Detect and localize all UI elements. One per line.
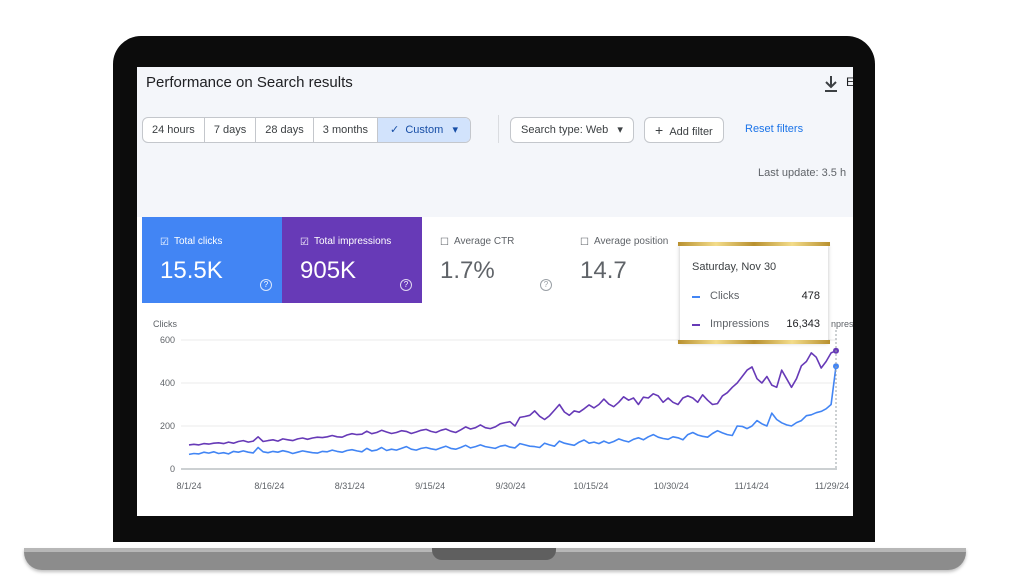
x-tick-label: 11/14/24 bbox=[734, 481, 768, 491]
average-ctr-card[interactable]: ☐ Average CTR 1.7% ? bbox=[422, 217, 563, 303]
y-tick-label: 400 bbox=[160, 378, 175, 388]
card-label: Total impressions bbox=[314, 236, 392, 247]
x-tick-label: 8/16/24 bbox=[254, 481, 284, 491]
card-value: 14.7 bbox=[580, 257, 627, 284]
screen: Performance on Search results E 24 hours… bbox=[137, 67, 853, 516]
x-tick-label: 8/31/24 bbox=[335, 481, 365, 491]
help-icon[interactable]: ? bbox=[260, 279, 272, 291]
checkbox-checked-icon[interactable]: ☑ bbox=[160, 237, 169, 248]
custom-label: Custom bbox=[405, 124, 444, 136]
card-label: Average CTR bbox=[454, 236, 515, 247]
add-filter-button[interactable]: + Add filter bbox=[644, 117, 724, 143]
x-tick-label: 9/15/24 bbox=[415, 481, 445, 491]
page-title: Performance on Search results bbox=[146, 74, 353, 91]
range-custom-button[interactable]: ✓ Custom ▾ bbox=[378, 118, 470, 142]
download-icon[interactable] bbox=[823, 75, 839, 93]
checkbox-checked-icon[interactable]: ☑ bbox=[300, 237, 309, 248]
total-impressions-card[interactable]: ☑ Total impressions 905K ? bbox=[282, 217, 422, 303]
tooltip-series-name: Clicks bbox=[710, 290, 740, 302]
tooltip-gold-border bbox=[678, 242, 830, 246]
range-3-months-button[interactable]: 3 months bbox=[314, 118, 379, 142]
card-label: Average position bbox=[594, 236, 669, 247]
x-tick-label: 8/1/24 bbox=[176, 481, 201, 491]
help-icon[interactable]: ? bbox=[540, 279, 552, 291]
range-28-days-button[interactable]: 28 days bbox=[256, 118, 314, 142]
x-tick-label: 10/15/24 bbox=[573, 481, 608, 491]
last-update-text: Last update: 3.5 h bbox=[758, 167, 847, 179]
card-value: 1.7% bbox=[440, 257, 495, 284]
search-type-label: Search type: Web bbox=[521, 124, 609, 136]
card-value: 905K bbox=[300, 257, 357, 284]
export-label[interactable]: E bbox=[846, 75, 853, 89]
y-tick-label: 200 bbox=[160, 421, 175, 431]
series-line-impressions bbox=[188, 350, 837, 446]
tooltip-series-value: 478 bbox=[801, 290, 820, 302]
chart-tooltip: Saturday, Nov 30 Clicks 478 Impressions … bbox=[678, 242, 830, 344]
x-tick-label: 9/30/24 bbox=[495, 481, 525, 491]
add-filter-label: Add filter bbox=[669, 126, 713, 138]
tooltip-date: Saturday, Nov 30 bbox=[692, 261, 777, 273]
check-icon: ✓ bbox=[390, 124, 400, 136]
average-position-card[interactable]: ☐ Average position 14.7 bbox=[562, 217, 702, 303]
card-value: 15.5K bbox=[160, 257, 223, 284]
tooltip-series-value: 16,343 bbox=[786, 318, 820, 330]
tooltip-series-name: Impressions bbox=[710, 318, 770, 330]
checkbox-unchecked-icon[interactable]: ☐ bbox=[580, 237, 589, 248]
clicks-swatch bbox=[692, 296, 700, 298]
total-clicks-card[interactable]: ☑ Total clicks 15.5K ? bbox=[142, 217, 282, 303]
card-label: Total clicks bbox=[174, 236, 223, 247]
help-icon[interactable]: ? bbox=[400, 279, 412, 291]
x-tick-label: 11/29/24 bbox=[815, 481, 849, 491]
y-axis-label: Clicks bbox=[153, 319, 177, 329]
range-7-days-button[interactable]: 7 days bbox=[205, 118, 257, 142]
tooltip-gold-border bbox=[678, 340, 830, 344]
reset-filters-link[interactable]: Reset filters bbox=[745, 123, 804, 135]
impressions-swatch bbox=[692, 324, 700, 326]
y-tick-label: 600 bbox=[160, 335, 175, 345]
page-header: Performance on Search results E bbox=[137, 67, 853, 105]
date-range-selector: 24 hours 7 days 28 days 3 months ✓ Custo… bbox=[142, 117, 471, 143]
plus-icon: + bbox=[655, 122, 664, 138]
series-line-clicks bbox=[188, 366, 837, 456]
search-type-dropdown[interactable]: Search type: Web ▾ bbox=[510, 117, 634, 143]
dropdown-arrow-icon: ▾ bbox=[617, 124, 623, 136]
x-tick-label: 10/30/24 bbox=[654, 481, 689, 491]
checkbox-unchecked-icon[interactable]: ☐ bbox=[440, 237, 449, 248]
y-tick-label: 0 bbox=[170, 464, 175, 474]
range-24-hours-button[interactable]: 24 hours bbox=[143, 118, 205, 142]
right-axis-label: npres bbox=[831, 319, 853, 329]
dropdown-arrow-icon: ▾ bbox=[452, 124, 458, 136]
laptop-notch bbox=[432, 548, 556, 560]
filter-divider bbox=[498, 115, 499, 143]
